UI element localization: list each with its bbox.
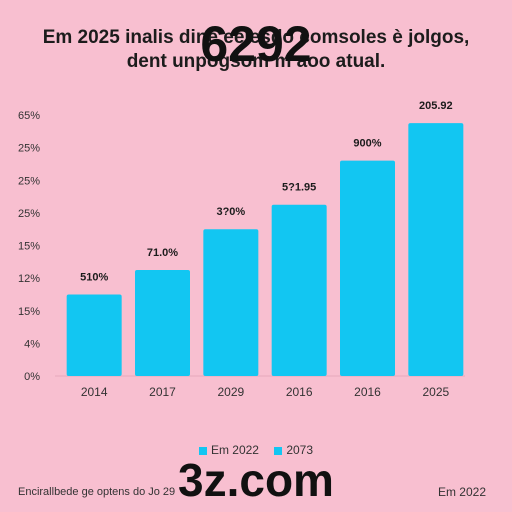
bar xyxy=(203,229,259,376)
chart-title: Em 2025 inalis dine eelesdo comsoles è j… xyxy=(0,26,512,74)
bar-data-label: 510% xyxy=(80,271,108,283)
bar xyxy=(408,123,464,376)
y-tick-label: 25% xyxy=(18,208,40,220)
legend-swatch-icon xyxy=(198,446,207,455)
legend-item-1: Em 2022 xyxy=(198,443,259,457)
y-tick-label: 25% xyxy=(18,175,40,187)
y-tick-label: 12% xyxy=(18,273,40,285)
bar xyxy=(271,204,327,376)
bar xyxy=(135,269,190,376)
x-tick-label: 2014 xyxy=(81,385,108,399)
y-tick-label: 15% xyxy=(18,306,40,318)
chart-title-line-2: dent unpogsom m aoo atual. xyxy=(126,51,386,72)
watermark-text: 3z.com xyxy=(178,454,334,506)
chart-legend: Em 2022 2073 xyxy=(0,443,512,457)
legend-item-2: 2073 xyxy=(274,443,313,457)
footer-date: Em 2022 xyxy=(437,485,486,499)
x-tick-label: 2016 xyxy=(286,385,313,399)
x-tick-label: 2025 xyxy=(422,385,449,399)
legend-label: Em 2022 xyxy=(210,443,259,457)
source-note: Encirallbede ge optens do Jo 29 xyxy=(18,486,176,498)
bar-data-label: 5?1.95 xyxy=(282,182,316,194)
overlay-number: 6292 xyxy=(200,16,312,72)
chart-title-line-1: Em 2025 inalis dine eelesdo comsoles è j… xyxy=(42,27,470,48)
x-tick-label: 2029 xyxy=(217,385,244,399)
legend-swatch-icon xyxy=(274,446,283,455)
bar-data-label: 900% xyxy=(353,138,381,150)
y-tick-label: 0% xyxy=(24,371,40,383)
bar xyxy=(340,160,395,376)
x-tick-label: 2017 xyxy=(149,385,176,399)
bar xyxy=(66,294,122,376)
bar-data-label: 3?0% xyxy=(216,206,245,218)
y-tick-label: 25% xyxy=(18,143,40,155)
y-tick-label: 65% xyxy=(18,110,40,122)
legend-label: 2073 xyxy=(286,443,314,457)
x-tick-label: 2016 xyxy=(354,385,381,399)
bar-data-label: 71.0% xyxy=(147,247,178,259)
y-tick-label: 15% xyxy=(18,241,40,253)
bar-data-label: 205.92 xyxy=(419,100,453,112)
y-tick-label: 4% xyxy=(24,338,40,350)
